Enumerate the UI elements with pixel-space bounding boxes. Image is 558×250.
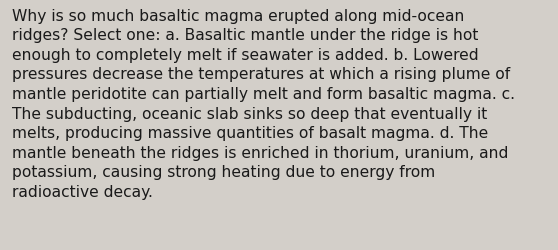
Text: Why is so much basaltic magma erupted along mid-ocean
ridges? Select one: a. Bas: Why is so much basaltic magma erupted al…	[12, 9, 515, 199]
